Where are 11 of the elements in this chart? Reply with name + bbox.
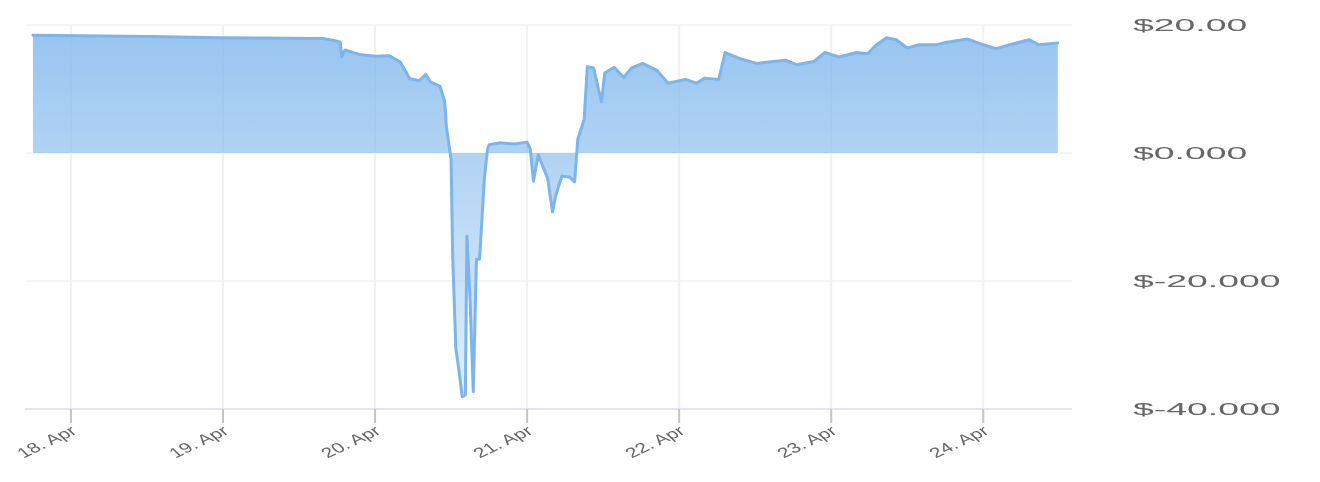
x-tick-label: 22. Apr (620, 422, 689, 461)
y-tick-label: $-40.000 (1133, 399, 1281, 419)
x-tick-label: 24. Apr (925, 422, 994, 461)
y-tick-label: $0.000 (1133, 143, 1248, 163)
y-tick-label: $20.00 (1133, 15, 1248, 35)
x-tick-label: 18. Apr (12, 422, 81, 461)
x-tick-label: 19. Apr (164, 422, 233, 461)
x-tick-label: 23. Apr (772, 422, 841, 461)
y-tick-label: $-20.000 (1133, 271, 1281, 291)
x-tick-label: 20. Apr (316, 422, 385, 461)
x-tick-label: 21. Apr (468, 422, 537, 461)
